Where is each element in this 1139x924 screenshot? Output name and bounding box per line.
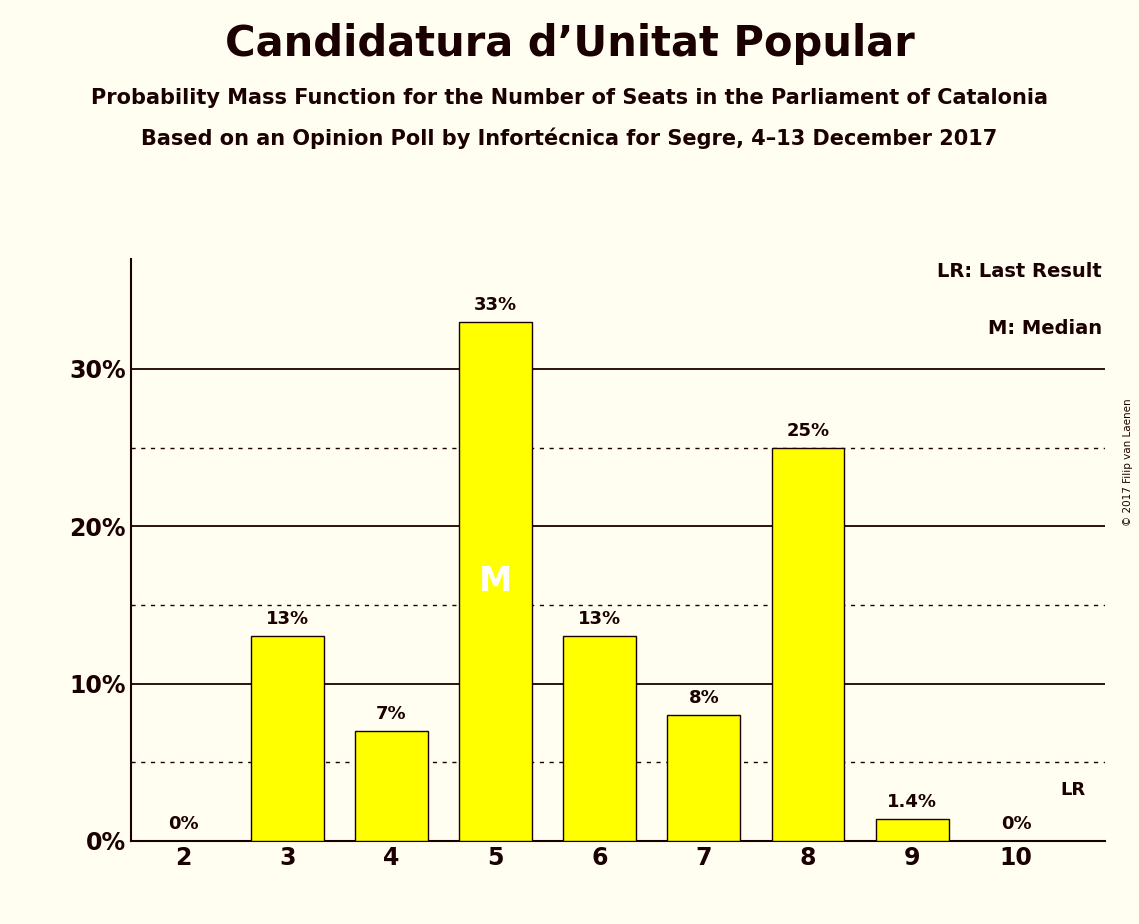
Text: Probability Mass Function for the Number of Seats in the Parliament of Catalonia: Probability Mass Function for the Number… [91,88,1048,108]
Text: 13%: 13% [265,611,309,628]
Text: LR: Last Result: LR: Last Result [937,261,1101,281]
Bar [563,637,637,841]
Text: Based on an Opinion Poll by Infortécnica for Segre, 4–13 December 2017: Based on an Opinion Poll by Infortécnica… [141,128,998,149]
Text: 13%: 13% [579,611,621,628]
Bar [771,447,844,841]
Text: Candidatura d’Unitat Popular: Candidatura d’Unitat Popular [224,23,915,65]
Text: 7%: 7% [376,705,407,723]
Text: © 2017 Filip van Laenen: © 2017 Filip van Laenen [1123,398,1133,526]
Text: LR: LR [1060,782,1085,799]
Bar [667,715,740,841]
Text: 0%: 0% [1001,815,1032,833]
Bar [251,637,323,841]
Text: 25%: 25% [786,421,829,440]
Text: 0%: 0% [167,815,198,833]
Text: 33%: 33% [474,296,517,314]
Bar [459,322,532,841]
Text: M: M [478,565,513,598]
Bar [355,731,428,841]
Text: M: Median: M: Median [988,319,1101,337]
Text: 1.4%: 1.4% [887,793,937,811]
Text: 8%: 8% [688,689,719,707]
Bar [876,819,949,841]
